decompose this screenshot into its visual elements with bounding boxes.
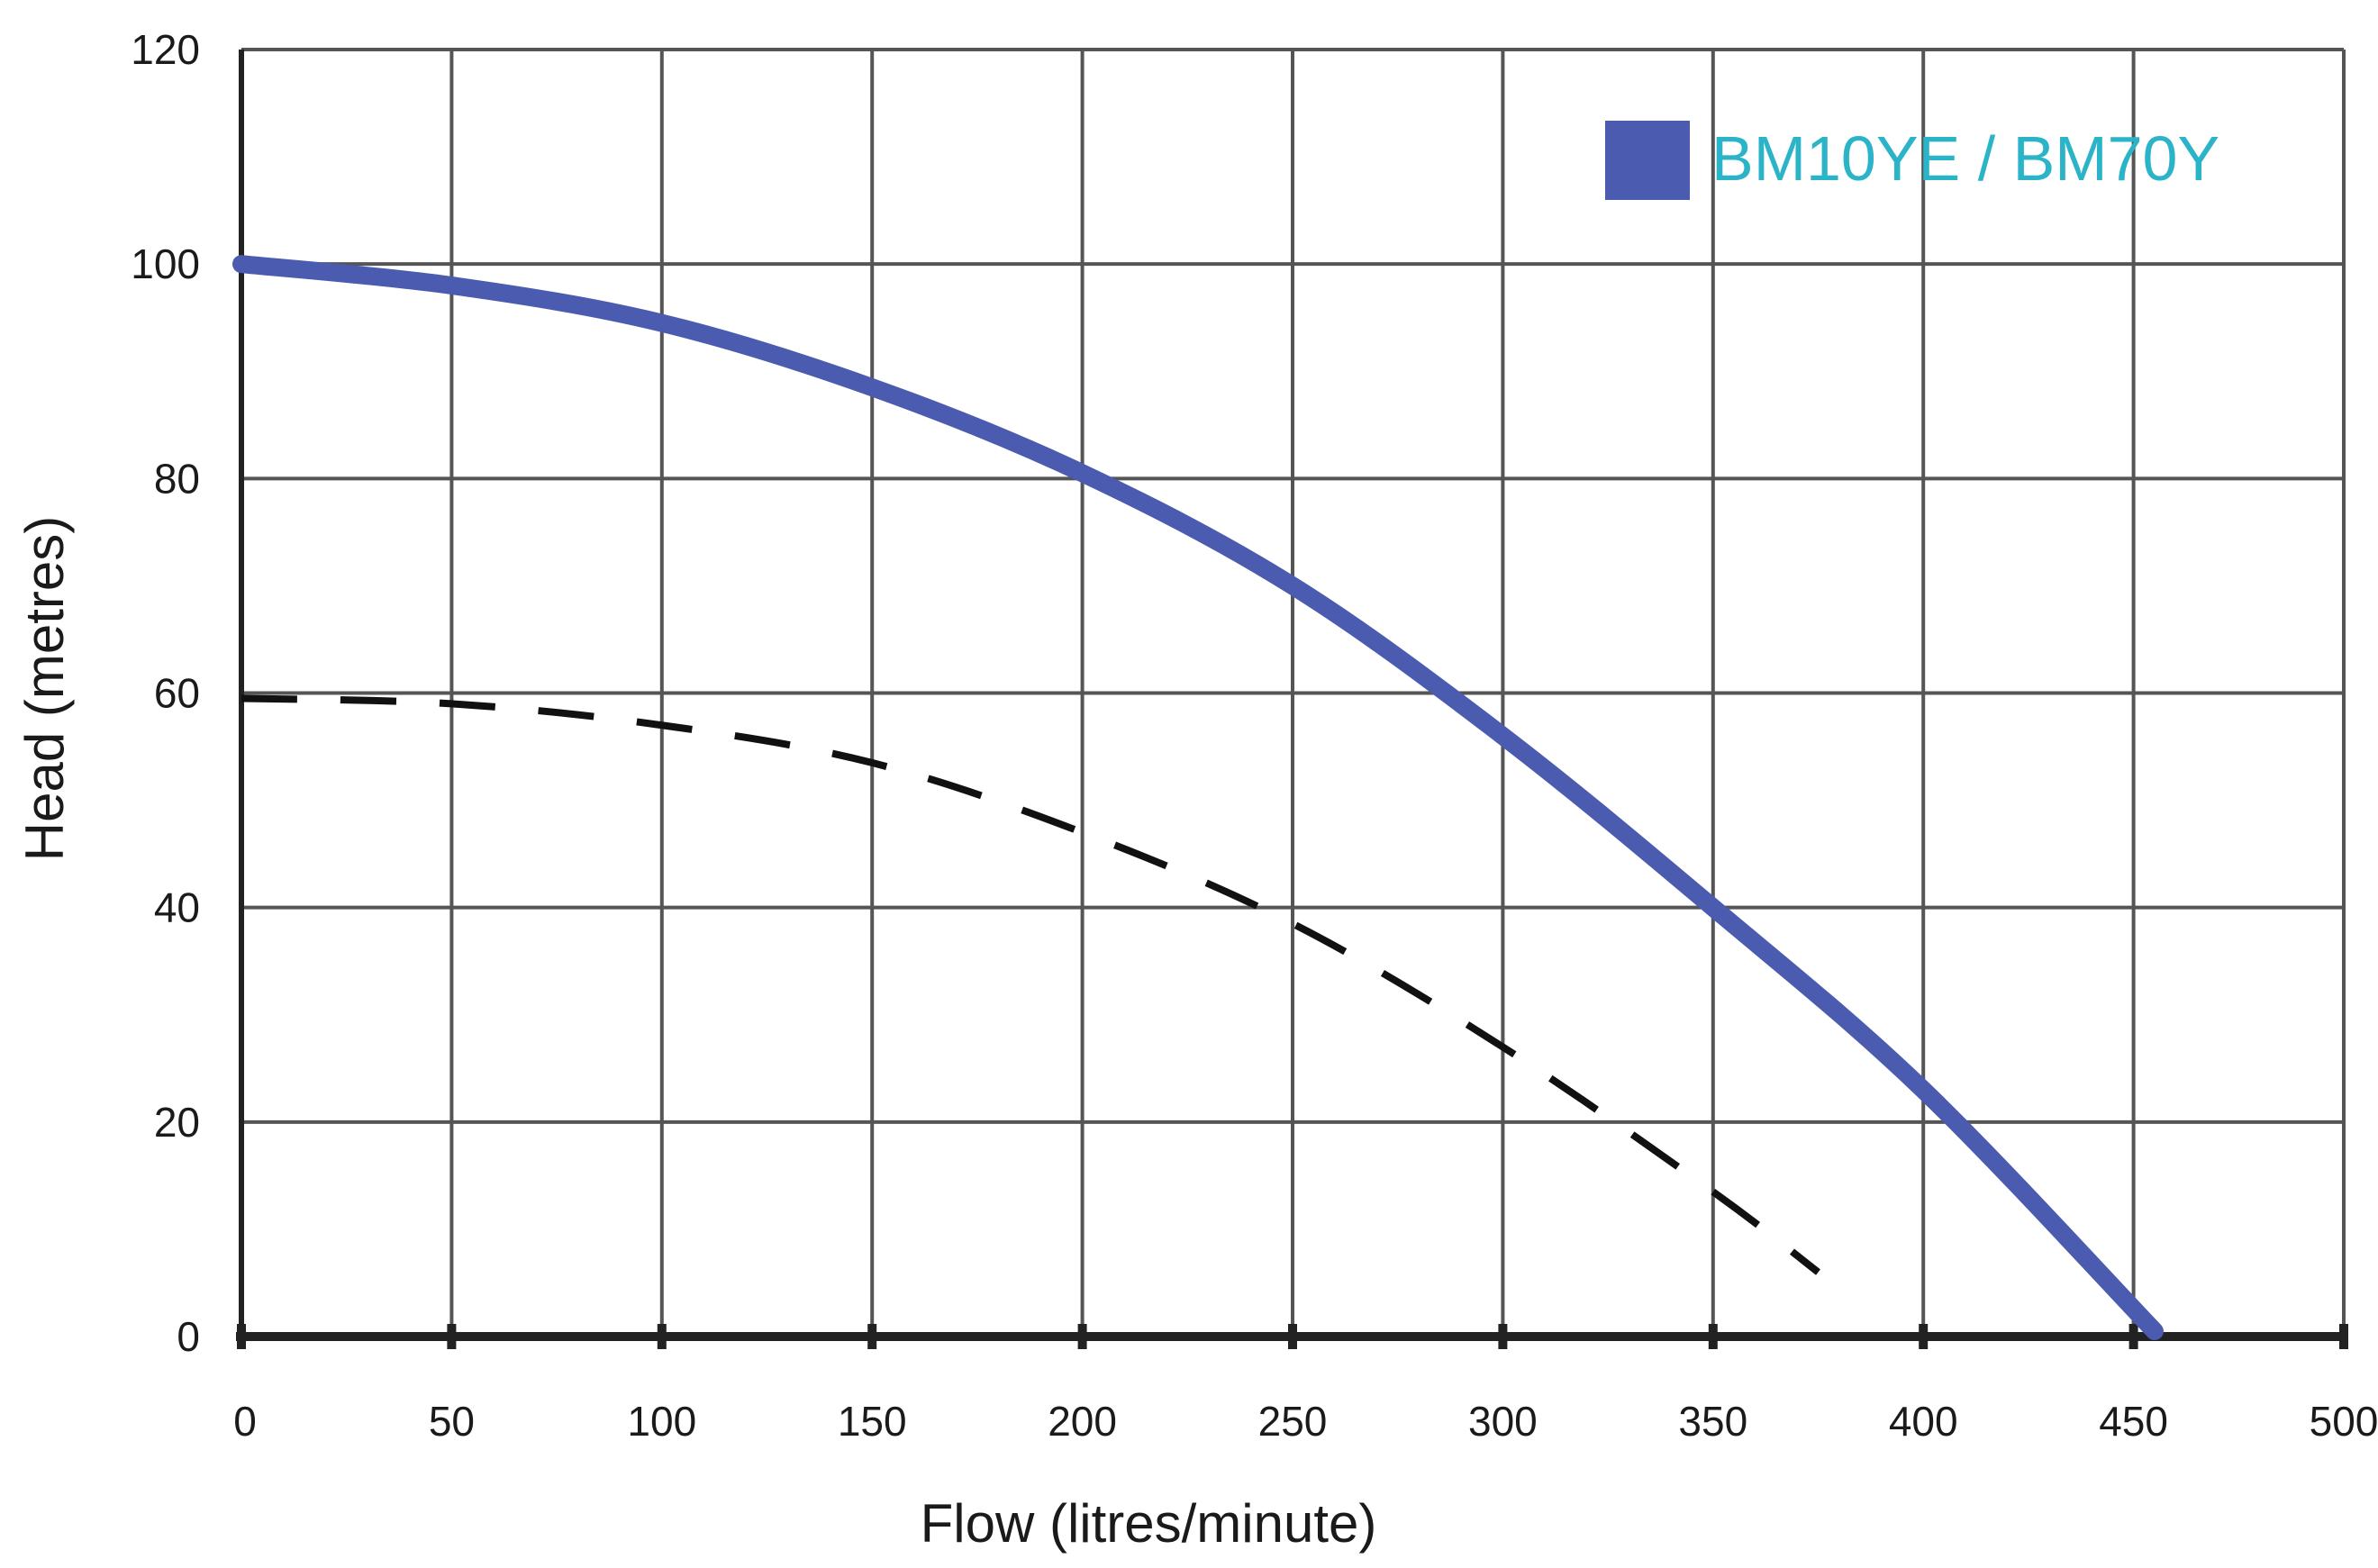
- series-layer: [232, 255, 2164, 1341]
- x-tick-label: 250: [1258, 1398, 1328, 1445]
- x-tick-label: 350: [1678, 1398, 1747, 1445]
- y-tick-label: 80: [154, 455, 200, 502]
- y-tick-label: 100: [131, 240, 200, 287]
- x-tick-label: 200: [1048, 1398, 1117, 1445]
- x-axis-label: Flow (litres/minute): [921, 1493, 1377, 1554]
- x-tick-label: 300: [1468, 1398, 1538, 1445]
- legend-label: BM10YE / BM70Y: [1711, 123, 2219, 194]
- x-tick-label: 100: [627, 1398, 696, 1445]
- tick-labels: 0 50 100 150 200 250 300 350 400 450 500 0 20 40 60 80 1…: [131, 26, 2378, 1445]
- grid: [240, 48, 2346, 1338]
- series-line-bm10ye-bm70y: [232, 255, 2164, 1341]
- x-tick-label: 0: [233, 1398, 257, 1445]
- y-tick-label: 60: [154, 670, 200, 717]
- x-tick-label: 450: [2099, 1398, 2168, 1445]
- y-tick-label: 20: [154, 1099, 200, 1146]
- y-tick-label: 120: [131, 26, 200, 73]
- x-tick-label: 150: [838, 1398, 907, 1445]
- y-axis-label: Head (metres): [14, 516, 75, 861]
- legend-swatch: [1605, 121, 1690, 200]
- y-tick-label: 0: [177, 1313, 200, 1360]
- x-tick-label: 500: [2310, 1398, 2378, 1445]
- y-tick-label: 40: [154, 884, 200, 931]
- x-tick-label: 400: [1889, 1398, 1958, 1445]
- x-tick-label: 50: [429, 1398, 475, 1445]
- legend: BM10YE / BM70Y: [1605, 121, 2219, 200]
